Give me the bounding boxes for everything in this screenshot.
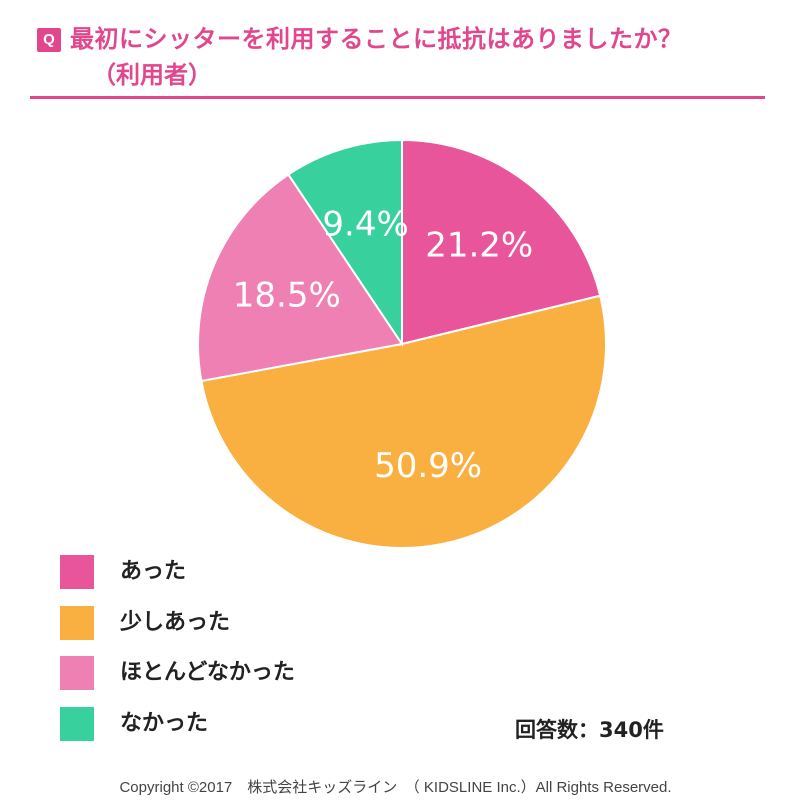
- slice-value-label: 50.9%: [374, 446, 482, 486]
- legend-label: ほとんどなかった: [120, 660, 295, 685]
- legend-item: なかった: [60, 705, 460, 743]
- legend-item: 少しあった: [60, 604, 460, 642]
- response-count: 回答数：340件: [515, 718, 664, 742]
- slice-value-label: 21.2%: [425, 226, 533, 266]
- header-divider: [30, 96, 765, 99]
- legend-item: あった: [60, 553, 460, 591]
- pie-slices: [197, 138, 607, 549]
- pie-slice: [401, 138, 602, 346]
- pie-slice: [197, 173, 404, 383]
- pie-slice: [287, 138, 403, 348]
- slice-value-label: 9.4%: [322, 204, 408, 244]
- legend-swatch: [60, 555, 94, 589]
- legend-swatch: [60, 605, 94, 640]
- legend-label: あった: [120, 559, 187, 584]
- legend-item: ほとんどなかった: [60, 654, 460, 692]
- legend-swatch: [60, 656, 94, 690]
- question-badge: Q: [37, 28, 61, 52]
- question-title: 最初にシッターを利用することに抵抗はありましたか？: [70, 25, 683, 53]
- legend-label: 少しあった: [120, 609, 231, 635]
- copyright-footer: Copyright ©2017 株式会社キッズライン （ KIDSLINE In…: [119, 779, 672, 796]
- legend-label: なかった: [120, 710, 209, 736]
- pie-slice: [200, 294, 607, 549]
- question-subtitle: （利用者）: [92, 61, 212, 89]
- legend-swatch: [60, 706, 94, 741]
- pie-labels: 21.2% 50.9% 18.5% 9.4%: [233, 204, 533, 486]
- slice-value-label: 18.5%: [233, 275, 341, 315]
- chart-legend: あった 少しあった ほとんどなかった なかった: [60, 553, 460, 755]
